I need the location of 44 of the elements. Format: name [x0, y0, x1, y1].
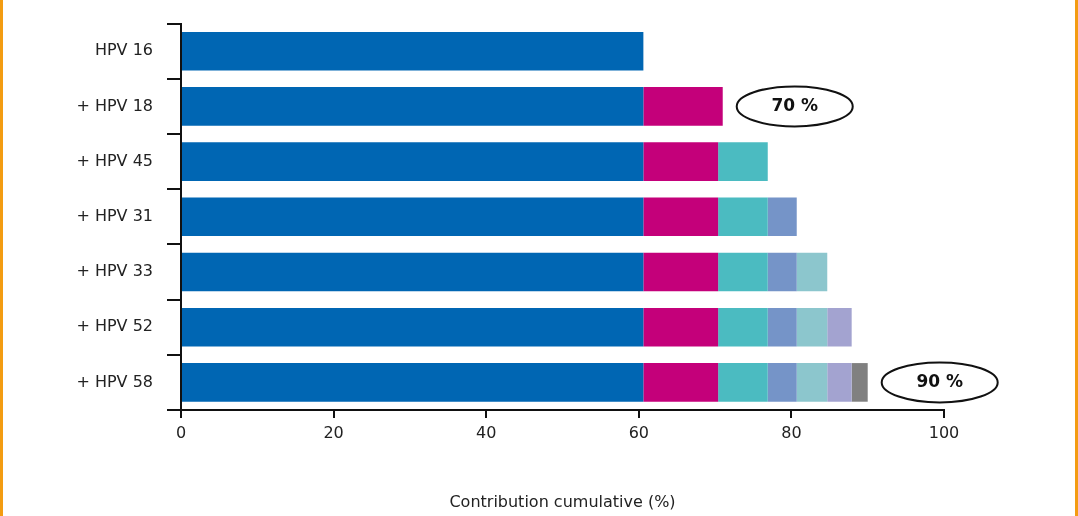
x-tick-label: 100 — [928, 422, 960, 442]
bar — [182, 197, 644, 237]
y-tick-label: + HPV 18 — [76, 95, 153, 115]
bar — [767, 363, 797, 402]
bar — [796, 307, 828, 347]
x-tick-label: 40 — [476, 422, 497, 442]
x-tick-label: 80 — [781, 422, 802, 442]
bar — [182, 87, 644, 126]
bar — [182, 31, 644, 71]
bar — [182, 363, 644, 402]
x-tick-label: 20 — [323, 422, 344, 442]
bar — [643, 142, 719, 181]
annotation: 90 % — [916, 370, 963, 391]
y-tick-label: + HPV 45 — [76, 150, 153, 170]
bar — [643, 252, 719, 292]
bar — [767, 307, 797, 347]
bar — [796, 363, 828, 402]
x-tick-label: 0 — [175, 422, 187, 442]
y-tick-label: + HPV 33 — [76, 261, 153, 281]
bar — [851, 363, 868, 402]
bar — [718, 142, 768, 181]
bar — [718, 197, 768, 237]
x-tick-label: 60 — [628, 422, 649, 442]
bar — [182, 252, 644, 292]
bar — [643, 363, 719, 402]
bar — [182, 142, 644, 181]
bar — [827, 363, 852, 402]
x-axis-title: Contribution cumulative (%) — [449, 491, 676, 511]
bar — [718, 363, 768, 402]
bar — [796, 252, 828, 292]
y-tick-label: + HPV 58 — [76, 371, 153, 391]
bar — [827, 307, 852, 347]
bar — [767, 197, 797, 237]
annotation: 70 % — [771, 94, 819, 115]
y-tick-label: + HPV 31 — [76, 205, 153, 225]
y-tick-label: HPV 16 — [94, 40, 153, 60]
bar — [643, 307, 719, 347]
bar — [718, 307, 768, 347]
bar — [182, 307, 644, 347]
bar — [643, 87, 723, 126]
bar — [643, 197, 719, 237]
bar — [767, 252, 797, 292]
y-tick-label: + HPV 52 — [76, 316, 153, 336]
bar — [718, 252, 768, 292]
